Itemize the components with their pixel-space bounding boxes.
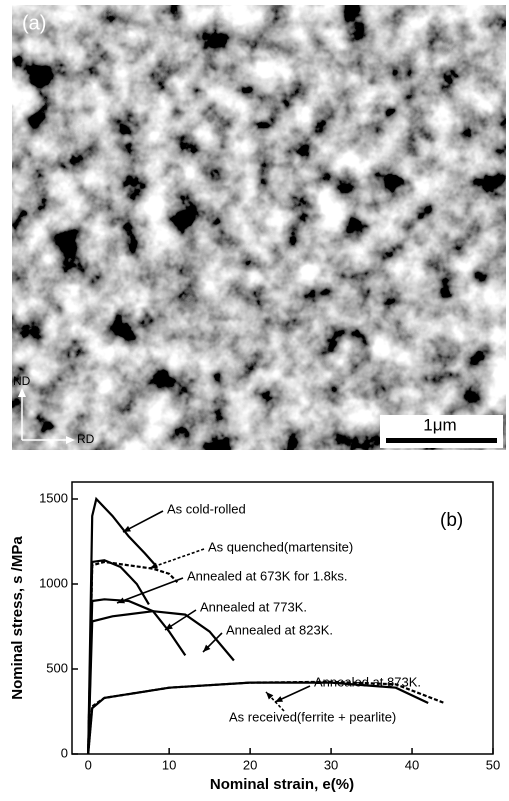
stress-strain-curve (88, 562, 177, 754)
figure: (a) ND RD 1μm (b) Nominal strain, e(%) N… (0, 0, 509, 796)
y-tick-label: 1000 (39, 575, 68, 590)
x-tick-label: 30 (324, 757, 338, 772)
micrograph-label: (a) (22, 12, 46, 34)
stress-strain-curve (88, 499, 157, 754)
y-tick-label: 1500 (39, 490, 68, 505)
x-tick-label: 50 (486, 757, 500, 772)
annotation: Annealed at 873K. (314, 674, 421, 689)
axis-rd: RD (77, 432, 95, 446)
scale-bar (386, 438, 497, 443)
annotation-arrow (150, 549, 204, 568)
y-axis-label: Nominal stress, s /MPa (9, 536, 26, 700)
panel-label: (b) (440, 510, 463, 531)
stress-strain-curve (88, 599, 185, 754)
axis-nd: ND (13, 374, 31, 388)
annotation: As cold-rolled (167, 501, 246, 516)
y-tick-label: 500 (46, 660, 68, 675)
page: {"micrograph": {"label": "(a)", "axis_up… (0, 0, 509, 796)
annotation-arrow (117, 578, 183, 603)
x-tick-label: 20 (243, 757, 257, 772)
stress-strain-curve (88, 560, 149, 754)
x-axis-label: Nominal strain, e(%) (210, 776, 354, 793)
x-tick-label: 40 (405, 757, 419, 772)
y-tick-label: 0 (61, 745, 68, 760)
annotation: Annealed at 823K. (226, 622, 333, 637)
x-tick-label: 0 (85, 757, 92, 772)
scale-bar-label: 1μm (423, 415, 456, 434)
annotation: Annealed at 773K. (200, 599, 307, 614)
annotation: As received(ferrite + pearlite) (229, 709, 396, 724)
micrograph (12, 5, 506, 450)
x-tick-label: 10 (162, 757, 176, 772)
annotation: Annealed at 673K for 1.8ks. (187, 568, 347, 583)
annotation: As quenched(martensite) (208, 539, 353, 554)
stress-strain-curve (88, 611, 234, 754)
